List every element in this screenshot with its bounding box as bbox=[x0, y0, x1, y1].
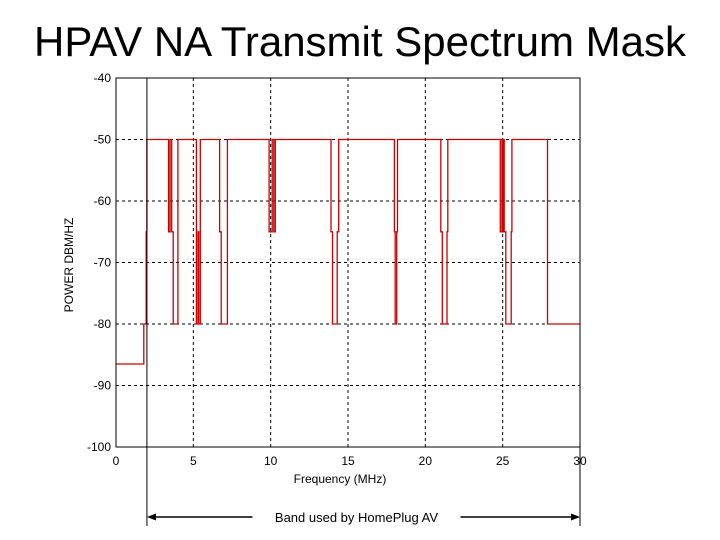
y-tick-label: -60 bbox=[94, 194, 112, 208]
x-tick-label: 5 bbox=[190, 454, 197, 468]
series-layer bbox=[116, 138, 580, 365]
left-arrowhead-icon bbox=[146, 513, 156, 521]
series-line bbox=[116, 138, 580, 365]
x-tick-label: 15 bbox=[341, 454, 355, 468]
y-tick-label: -50 bbox=[94, 133, 112, 147]
x-tick-label: 20 bbox=[419, 454, 433, 468]
x-tick-label: 0 bbox=[113, 454, 120, 468]
y-tick-label: -40 bbox=[94, 71, 112, 85]
grid bbox=[116, 78, 580, 447]
page-title: HPAV NA Transmit Spectrum Mask bbox=[34, 18, 686, 65]
x-tick-label: 10 bbox=[264, 454, 278, 468]
x-tick-label: 25 bbox=[496, 454, 510, 468]
tick-labels: 0 5 10 15 20 25 30-40-50-60-70-80-90-100 bbox=[87, 71, 587, 468]
y-tick-label: -100 bbox=[87, 440, 111, 454]
y-tick-label: -80 bbox=[94, 317, 112, 331]
y-tick-label: -90 bbox=[94, 379, 112, 393]
x-axis-label: Frequency (MHz) bbox=[294, 472, 387, 486]
band-annotation: Band used by HomePlug AV bbox=[146, 78, 581, 526]
y-tick-label: -70 bbox=[94, 256, 112, 270]
band-label: Band used by HomePlug AV bbox=[275, 510, 438, 525]
right-arrowhead-icon bbox=[571, 513, 580, 521]
plot-frame bbox=[115, 77, 581, 448]
band-label-background bbox=[252, 508, 461, 526]
y-axis-label: POWER DBM/HZ bbox=[62, 218, 76, 313]
